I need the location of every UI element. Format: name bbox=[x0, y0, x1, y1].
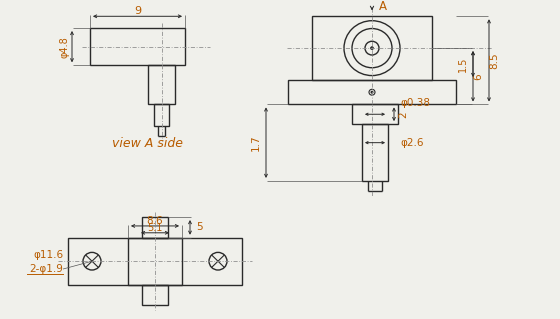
Circle shape bbox=[371, 92, 373, 93]
Text: 9: 9 bbox=[134, 6, 141, 16]
Text: φ2.6: φ2.6 bbox=[400, 138, 423, 148]
Bar bbox=[90, 28, 185, 65]
Text: 6: 6 bbox=[473, 73, 483, 80]
Text: A: A bbox=[379, 0, 387, 13]
Bar bbox=[68, 238, 242, 285]
Bar bbox=[154, 104, 169, 126]
Text: 1.5: 1.5 bbox=[458, 56, 468, 72]
Text: 8.5: 8.5 bbox=[489, 52, 499, 69]
Text: 5.1: 5.1 bbox=[147, 223, 163, 233]
Text: 5: 5 bbox=[196, 222, 203, 233]
Bar bbox=[312, 16, 432, 80]
Bar bbox=[142, 285, 168, 305]
Text: 1.7: 1.7 bbox=[251, 134, 261, 151]
Bar bbox=[352, 104, 398, 124]
Text: 2-φ1.9: 2-φ1.9 bbox=[29, 264, 63, 274]
Text: view A side: view A side bbox=[113, 137, 184, 150]
Bar bbox=[128, 238, 182, 285]
Text: 8.6: 8.6 bbox=[147, 216, 164, 226]
Bar bbox=[148, 65, 175, 104]
Text: φ4.8: φ4.8 bbox=[60, 36, 70, 57]
Text: 2: 2 bbox=[398, 111, 408, 118]
Bar bbox=[142, 217, 168, 238]
Text: φ0.38: φ0.38 bbox=[400, 98, 430, 108]
Bar bbox=[288, 80, 456, 104]
Circle shape bbox=[371, 47, 374, 49]
Bar bbox=[362, 124, 388, 181]
Text: φ11.6: φ11.6 bbox=[33, 250, 63, 260]
